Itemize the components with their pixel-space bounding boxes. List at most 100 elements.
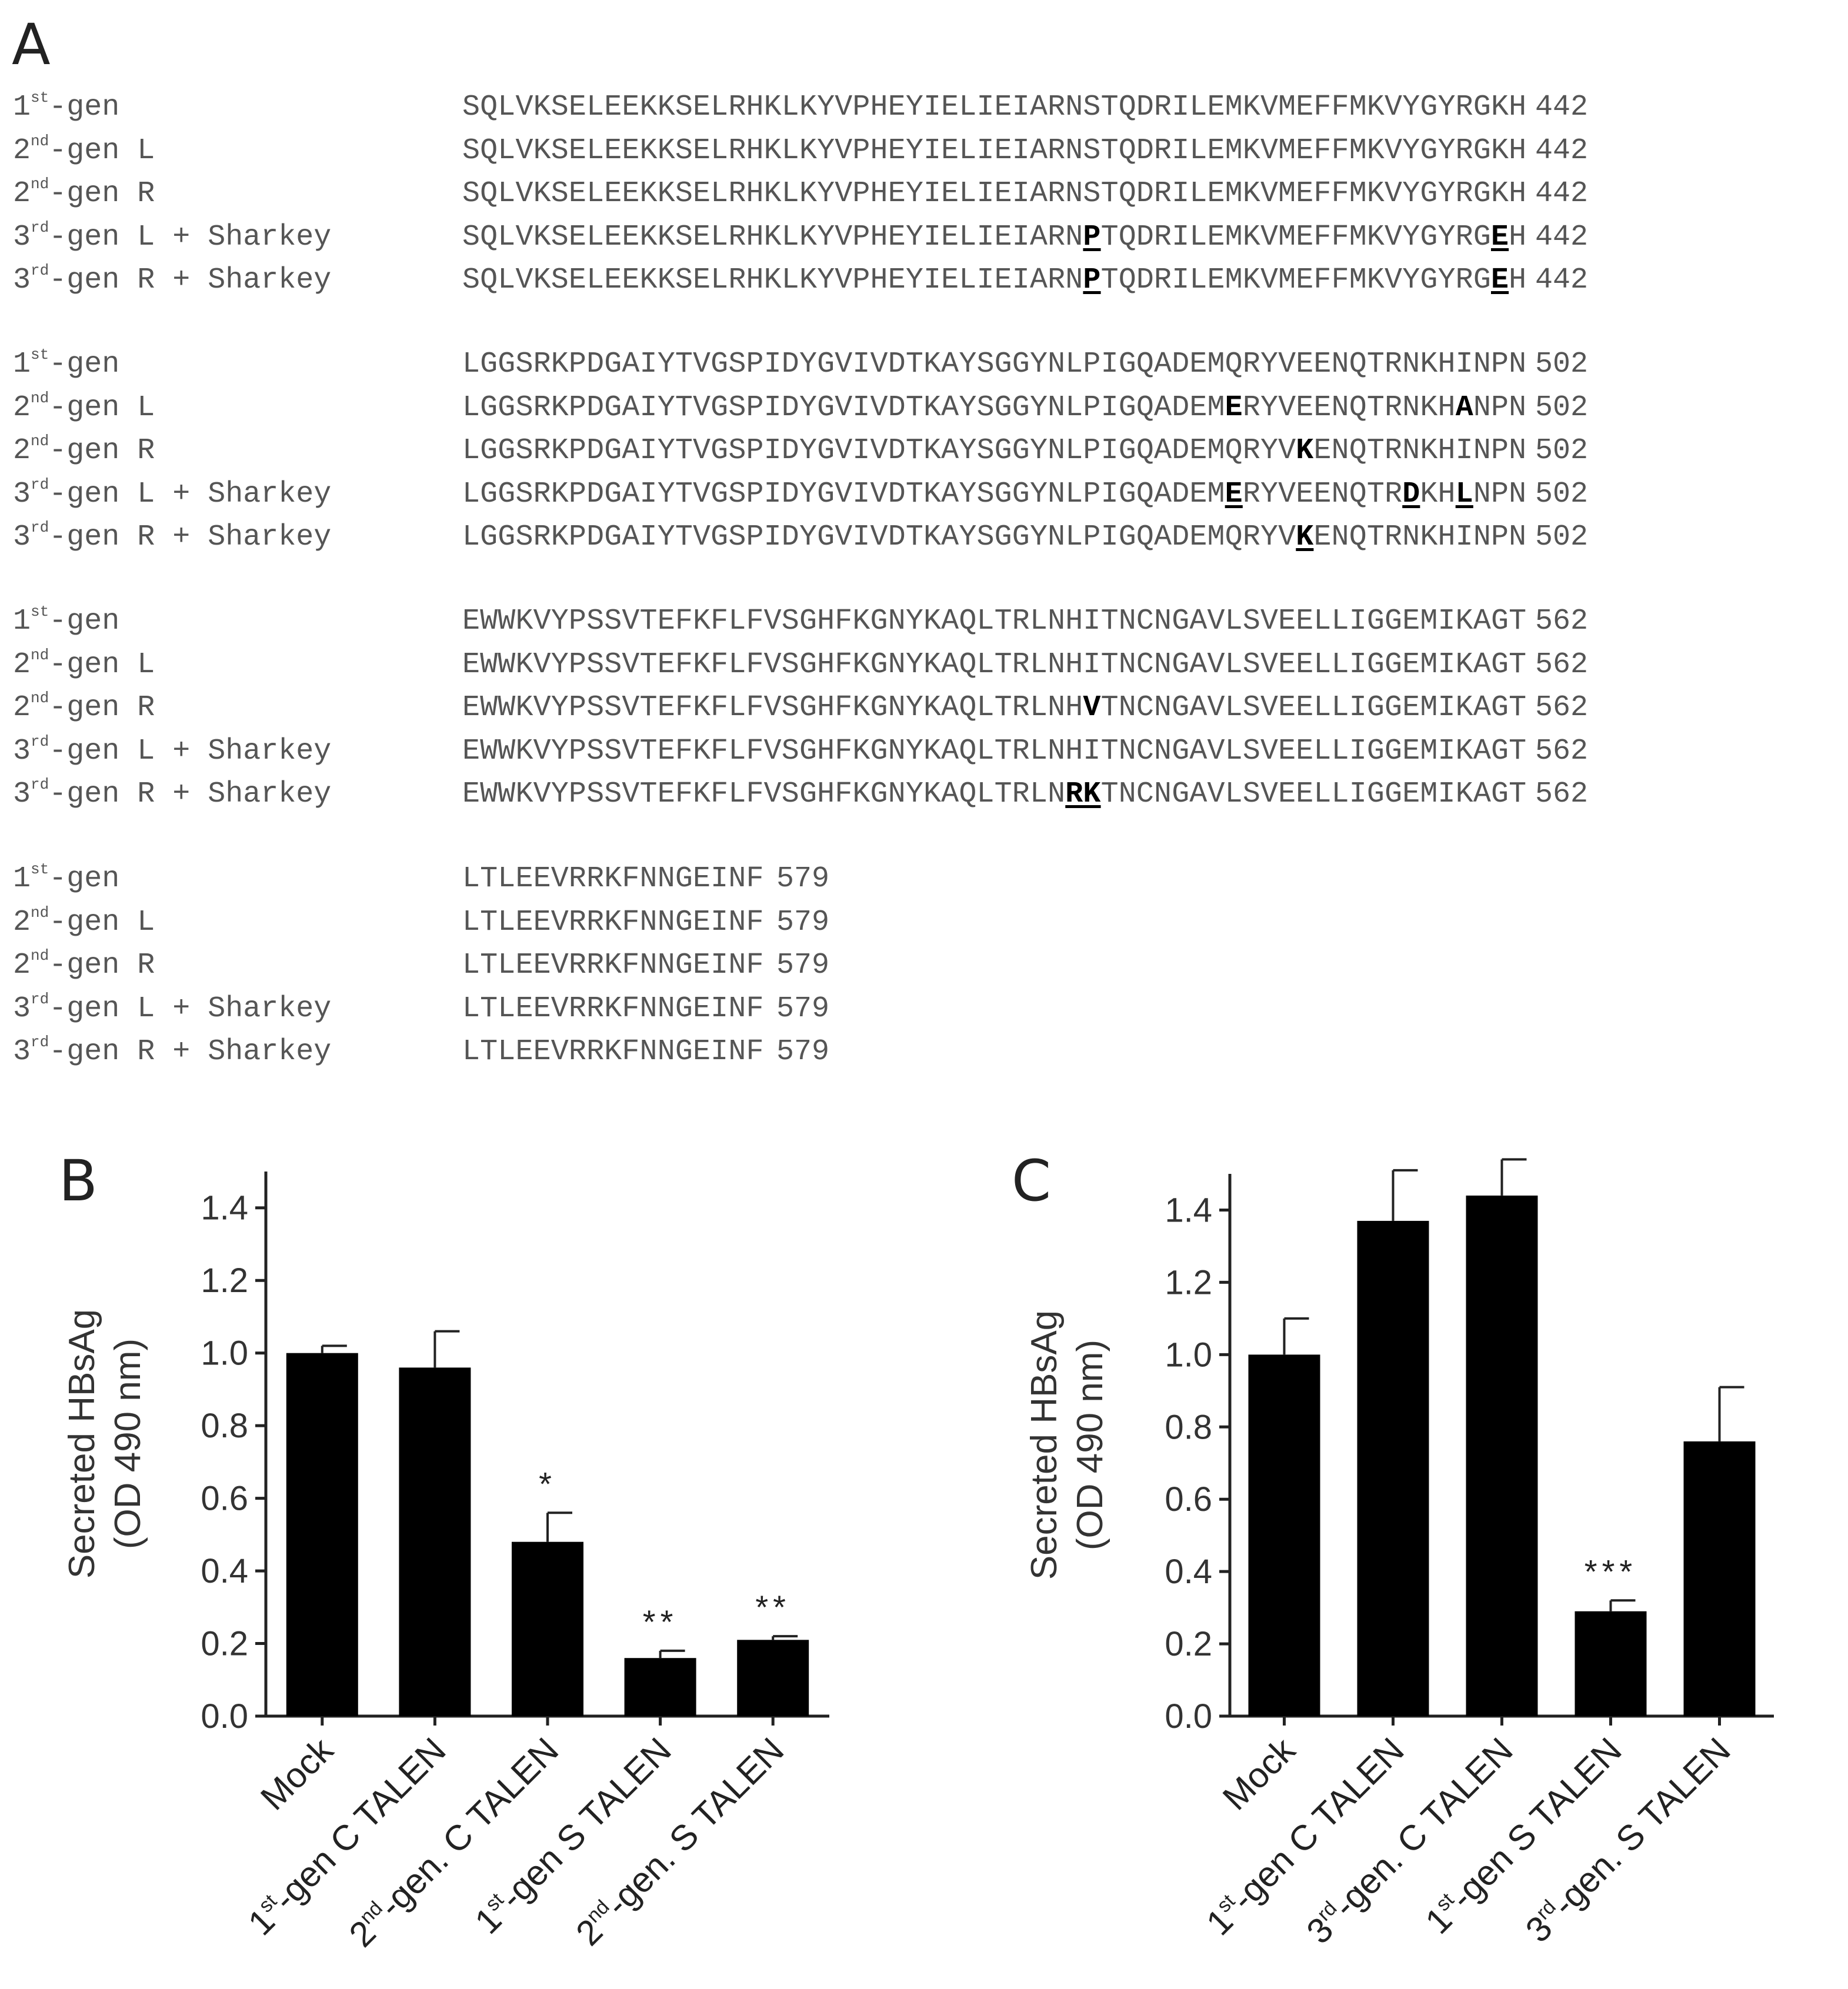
alignment-row: 3rd-gen R + Sharkey EWWKVYPSSVTEFKFLFVSGH… — [0, 774, 1848, 815]
residue-number: 502 — [1535, 477, 1589, 511]
y-tick-label: 1.0 — [1165, 1336, 1212, 1374]
sequence-text: LTLEEVRRKFNNGEINF — [462, 862, 764, 896]
bar — [399, 1367, 471, 1716]
sequence-text: SQLVKSELEEKKSELRHKLKYVPHEYIELIEIARNSTQDR… — [462, 91, 1527, 124]
x-tick-label: 1st-gen S TALEN — [467, 1730, 678, 1941]
alignment-row: 2nd-gen R SQLVKSELEEKKSELRHKLKYVPHEYIELIE… — [0, 173, 1848, 215]
chart-c: 0.0 0.2 0.4 0.6 0.8 1.0 1.2 1.4 Secreted HBsAg (O… — [1024, 1158, 1774, 1951]
panel-b-letter: B — [59, 1148, 98, 1214]
bar — [512, 1541, 583, 1716]
sequence-name: 3rd-gen L + Sharkey — [13, 732, 332, 768]
residue-number: 562 — [1535, 734, 1589, 768]
y-tick-label: 0.4 — [1165, 1553, 1212, 1591]
y-tick-label: 0.0 — [1165, 1697, 1212, 1736]
sequence-name: 3rd-gen L + Sharkey — [13, 218, 332, 254]
sequence-name: 1st-gen — [13, 603, 120, 638]
sequence-text: SQLVKSELEEKKSELRHKLKYVPHEYIELIEIARNSTQDR… — [462, 134, 1527, 168]
alignment-row: 1st-gen EWWKVYPSSVTEFKFLFVSGHFKGNYKAQLTRL… — [0, 601, 1848, 642]
y-tick-label: 1.4 — [201, 1189, 248, 1227]
x-tick-label: 1st-gen S TALEN — [1417, 1730, 1629, 1941]
alignment-row: 1st-gen SQLVKSELEEKKSELRHKLKYVPHEYIELIEIA… — [0, 87, 1848, 128]
residue-number: 579 — [776, 949, 830, 982]
residue-number: 502 — [1535, 434, 1589, 468]
significance-marker: ** — [643, 1603, 678, 1640]
residue-number: 579 — [776, 862, 830, 896]
y-tick-label: 1.2 — [201, 1262, 248, 1300]
residue-number: 442 — [1535, 177, 1589, 211]
residue-number: 502 — [1535, 391, 1589, 425]
y-tick-label: 0.4 — [201, 1552, 248, 1590]
y-axis-label-units: (OD 490 nm) — [108, 1339, 148, 1549]
residue-number: 442 — [1535, 134, 1589, 168]
y-tick-label: 0.6 — [201, 1480, 248, 1518]
sequence-text: LTLEEVRRKFNNGEINF — [462, 992, 764, 1026]
y-tick-label: 0.6 — [1165, 1480, 1212, 1519]
sequence-name: 2nd-gen R — [13, 689, 155, 725]
sequence-name: 2nd-gen L — [13, 132, 155, 168]
y-tick-label: 0.8 — [201, 1407, 248, 1445]
y-axis-label: Secreted HBsAg — [62, 1309, 102, 1578]
residue-number: 502 — [1535, 348, 1589, 381]
sequence-name: 1st-gen — [13, 860, 120, 896]
y-tick-label: 0.2 — [1165, 1625, 1212, 1663]
chart-b: 0.0 0.2 0.4 0.6 0.8 1.0 1.2 1.4 Secreted HBsAg (O… — [62, 1172, 829, 1954]
sequence-text: EWWKVYPSSVTEFKFLFVSGHFKGNYKAQLTRLNHITNCN… — [462, 648, 1527, 682]
alignment-row: 3rd-gen L + Sharkey LTLEEVRRKFNNGEINF 579 — [0, 989, 1848, 1030]
y-axis-label-units: (OD 490 nm) — [1070, 1340, 1110, 1550]
residue-number: 562 — [1535, 691, 1589, 725]
sequence-text: LTLEEVRRKFNNGEINF — [462, 949, 764, 982]
x-tick-label: Mock — [1215, 1730, 1303, 1817]
alignment-row: 2nd-gen R LTLEEVRRKFNNGEINF 579 — [0, 945, 1848, 986]
x-tick-label: 2nd-gen. S TALEN — [568, 1730, 791, 1953]
sequence-name: 2nd-gen L — [13, 646, 155, 682]
alignment-row: 3rd-gen L + Sharkey LGGSRKPDGAIYTVGSPIDYG… — [0, 474, 1848, 515]
residue-number: 579 — [776, 905, 830, 939]
x-tick-label: Mock — [253, 1730, 341, 1817]
sequence-name: 3rd-gen L + Sharkey — [13, 475, 332, 511]
sequence-text: EWWKVYPSSVTEFKFLFVSGHFKGNYKAQLTRLNHITNCN… — [462, 605, 1527, 638]
bar — [1575, 1611, 1647, 1716]
sequence-name: 2nd-gen L — [13, 389, 155, 425]
sequence-name: 1st-gen — [13, 346, 120, 381]
bar — [624, 1658, 696, 1716]
residue-number: 562 — [1535, 648, 1589, 682]
sequence-name: 3rd-gen R + Sharkey — [13, 776, 332, 811]
alignment-row: 2nd-gen L SQLVKSELEEKKSELRHKLKYVPHEYIELIE… — [0, 131, 1848, 172]
alignment-row: 3rd-gen R + Sharkey LGGSRKPDGAIYTVGSPIDYG… — [0, 517, 1848, 558]
sequence-text: LGGSRKPDGAIYTVGSPIDYGVIVDTKAYSGGYNLPIGQA… — [462, 348, 1527, 381]
alignment-row: 1st-gen LGGSRKPDGAIYTVGSPIDYGVIVDTKAYSGGY… — [0, 344, 1848, 385]
sequence-name: 2nd-gen R — [13, 947, 155, 982]
y-tick-label: 0.0 — [201, 1697, 248, 1736]
sequence-text: EWWKVYPSSVTEFKFLFVSGHFKGNYKAQLTRLNHITNCN… — [462, 734, 1527, 768]
significance-marker: * — [539, 1465, 556, 1502]
sequence-name: 3rd-gen L + Sharkey — [13, 990, 332, 1026]
alignment-row: 2nd-gen L EWWKVYPSSVTEFKFLFVSGHFKGNYKAQLT… — [0, 645, 1848, 686]
alignment-row: 2nd-gen R EWWKVYPSSVTEFKFLFVSGHFKGNYKAQLT… — [0, 688, 1848, 729]
sequence-name: 3rd-gen R + Sharkey — [13, 1033, 332, 1069]
y-axis-label: Secreted HBsAg — [1024, 1310, 1065, 1580]
sequence-name: 2nd-gen R — [13, 432, 155, 468]
sequence-name: 3rd-gen R + Sharkey — [13, 262, 332, 297]
x-tick-label: 1st-gen C TALEN — [241, 1730, 453, 1943]
y-tick-label: 1.2 — [1165, 1263, 1212, 1301]
sequence-text: EWWKVYPSSVTEFKFLFVSGHFKGNYKAQLTRLNRKTNCN… — [462, 777, 1527, 811]
alignment-row: 3rd-gen R + Sharkey SQLVKSELEEKKSELRHKLKY… — [0, 260, 1848, 301]
sequence-name: 2nd-gen R — [13, 175, 155, 211]
y-tick-label: 1.0 — [201, 1334, 248, 1373]
y-tick-label: 0.8 — [1165, 1408, 1212, 1446]
sequence-text: LGGSRKPDGAIYTVGSPIDYGVIVDTKAYSGGYNLPIGQA… — [462, 434, 1527, 468]
x-tick-label: 3rd-gen. S TALEN — [1518, 1730, 1738, 1950]
panel-c-letter: C — [1012, 1148, 1052, 1214]
alignment-row: 2nd-gen L LGGSRKPDGAIYTVGSPIDYGVIVDTKAYSG… — [0, 388, 1848, 429]
residue-number: 562 — [1535, 777, 1589, 811]
alignment-row: 2nd-gen R LGGSRKPDGAIYTVGSPIDYGVIVDTKAYSG… — [0, 430, 1848, 472]
residue-number: 579 — [776, 992, 830, 1026]
x-tick-label: 1st-gen C TALEN — [1199, 1730, 1412, 1943]
residue-number: 442 — [1535, 91, 1589, 124]
alignment-row: 1st-gen LTLEEVRRKFNNGEINF 579 — [0, 859, 1848, 900]
bar — [1248, 1354, 1320, 1716]
significance-marker: *** — [1585, 1553, 1637, 1590]
residue-number: 442 — [1535, 263, 1589, 297]
sequence-text: SQLVKSELEEKKSELRHKLKYVPHEYIELIEIARNSTQDR… — [462, 177, 1527, 211]
residue-number: 502 — [1535, 520, 1589, 554]
